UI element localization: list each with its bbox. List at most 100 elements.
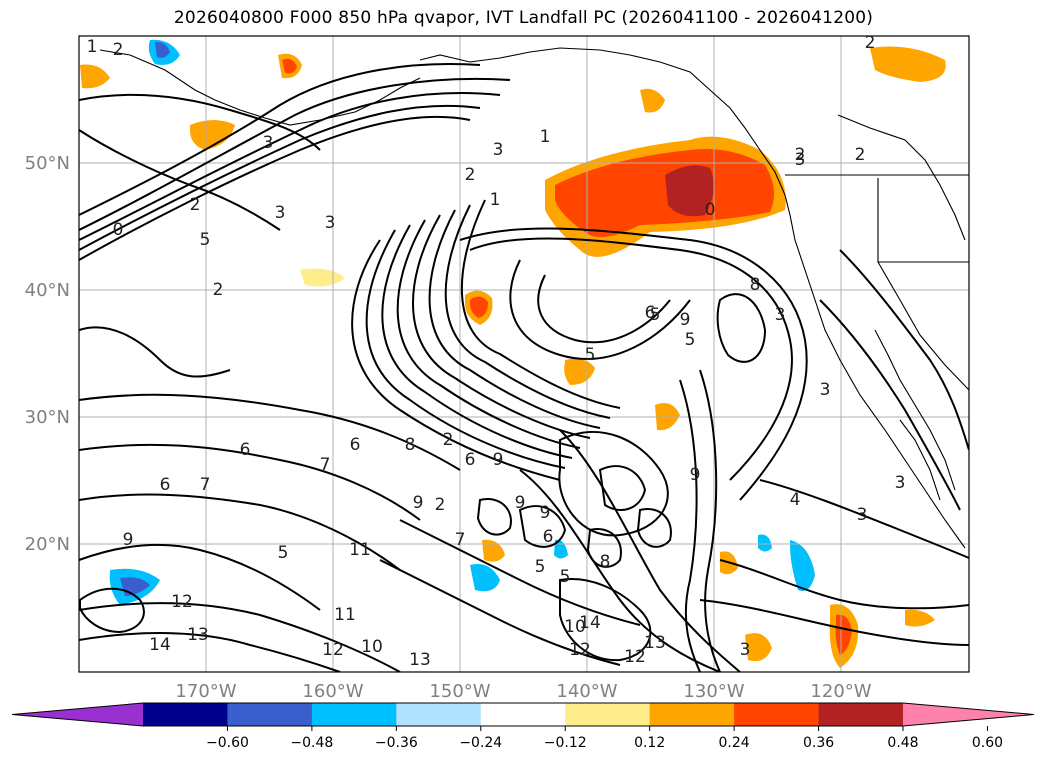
contour-label: 9 — [123, 530, 134, 550]
ivt-contours — [79, 63, 969, 672]
positive-anomaly-patch — [300, 268, 345, 287]
positive-anomaly-patch — [870, 46, 946, 82]
contour-label: 5 — [278, 543, 289, 563]
contour-label: 5 — [535, 557, 546, 577]
contour-label: 5 — [685, 330, 696, 350]
colorbar-extend-low — [12, 703, 143, 726]
contour-label: 8 — [405, 435, 416, 455]
contour-label: 13 — [409, 650, 431, 670]
contour-label: 3 — [820, 380, 831, 400]
latitude-label: 40°N — [25, 280, 70, 301]
contour-label: 6 — [645, 303, 656, 323]
positive-anomaly-patch — [470, 296, 488, 318]
negative-anomaly-patch — [155, 41, 170, 58]
positive-anomaly-patch — [640, 88, 665, 113]
colorbar-tick-label: −0.48 — [290, 735, 333, 751]
contour-label: 6 — [240, 440, 251, 460]
contour-label: 11 — [334, 605, 356, 625]
positive-anomaly-patch — [282, 58, 297, 74]
contour-label: 2 — [435, 495, 446, 515]
contour-label: 9 — [540, 503, 551, 523]
contour-label: 2 — [855, 145, 866, 165]
negative-anomaly-patch — [470, 564, 500, 592]
positive-anomaly-patch — [745, 633, 772, 662]
coastlines — [99, 47, 969, 549]
contour-label: 6 — [350, 435, 361, 455]
contour-label: 14 — [579, 613, 601, 633]
contour-label: 12 — [171, 592, 193, 612]
contour-label: 12 — [569, 640, 591, 660]
contour-label: 6 — [160, 475, 171, 495]
contour-label: 3 — [857, 505, 868, 525]
contour-label: 3 — [275, 203, 286, 223]
contour-label: 3 — [895, 473, 906, 493]
contour-label: 5 — [560, 567, 571, 587]
contour-label: 3 — [775, 305, 786, 325]
colorbar-tick-label: 0.36 — [803, 735, 834, 751]
contour-label: 2 — [443, 430, 454, 450]
contour-label: 5 — [585, 345, 596, 365]
longitude-label: 140°W — [556, 681, 617, 702]
contour-label: 6 — [543, 527, 554, 547]
colorbar-segment — [480, 703, 566, 726]
colorbar-tick-label: −0.12 — [544, 735, 587, 751]
contour-label: 8 — [750, 275, 761, 295]
positive-anomaly-patch — [482, 539, 505, 562]
contour-label: 10 — [564, 617, 586, 637]
contour-label: 9 — [413, 493, 424, 513]
contour-label: 2 — [865, 33, 876, 53]
contour-label: 3 — [325, 213, 336, 233]
positive-anomaly-patch — [190, 120, 235, 150]
plot-frame — [78, 35, 970, 673]
plot-area — [79, 36, 969, 672]
colorbar-segment — [565, 703, 651, 726]
positive-anomaly-patch — [665, 165, 714, 217]
contour-label: 7 — [320, 455, 331, 475]
latitude-label: 20°N — [25, 534, 70, 555]
contour-label: 1 — [87, 37, 98, 57]
colorbar-outline — [11, 702, 1035, 727]
contour-label: 4 — [790, 490, 801, 510]
contour-label: 2 — [190, 195, 201, 215]
colorbar-tick-label: 0.12 — [634, 735, 665, 751]
positive-anomaly-patch — [905, 609, 935, 627]
longitude-label: 150°W — [429, 681, 490, 702]
colorbar-tick-label: −0.36 — [375, 735, 418, 751]
graticule — [79, 36, 969, 672]
shaded-anomalies — [80, 39, 946, 668]
contour-label: 1 — [490, 190, 501, 210]
colorbar-tick-label: 0.60 — [972, 735, 1003, 751]
longitude-labels: 170°W 160°W 150°W 140°W 130°W 120°W — [175, 681, 871, 702]
contour-label: 12 — [322, 640, 344, 660]
contour-label: 6 — [465, 450, 476, 470]
contour-label: 3 — [493, 140, 504, 160]
latitude-labels: 50°N 40°N 30°N 20°N — [25, 153, 70, 555]
contour-label: 3 — [740, 640, 751, 660]
colorbar-segment — [143, 703, 228, 726]
map-title: 2026040800 F000 850 hPa qvapor, IVT Land… — [173, 8, 874, 28]
contour-label: 7 — [200, 475, 211, 495]
colorbar-extend-high — [903, 703, 1034, 726]
colorbar-tick-label: 0.24 — [719, 735, 750, 751]
contour-label: 12 — [624, 647, 646, 667]
contour-label: 10 — [361, 637, 383, 657]
positive-anomaly-patch — [80, 64, 110, 89]
colorbar-segment — [649, 703, 735, 726]
negative-anomaly-patch — [790, 540, 815, 591]
contour-label: 2 — [465, 165, 476, 185]
colorbar-segment — [311, 703, 397, 726]
longitude-label: 160°W — [302, 681, 363, 702]
contour-label: 2 — [213, 280, 224, 300]
positive-anomaly-patch — [835, 614, 852, 655]
contour-label: 9 — [493, 450, 504, 470]
contour-label: 13 — [644, 633, 666, 653]
longitude-label: 120°W — [810, 681, 871, 702]
contour-label: 3 — [263, 133, 274, 153]
longitude-label: 130°W — [683, 681, 744, 702]
contour-label: 0 — [705, 200, 716, 220]
positive-anomaly-patch — [555, 149, 774, 238]
contour-label: 13 — [187, 625, 209, 645]
contour-label: 7 — [455, 530, 466, 550]
contour-label: 2 — [795, 145, 806, 165]
